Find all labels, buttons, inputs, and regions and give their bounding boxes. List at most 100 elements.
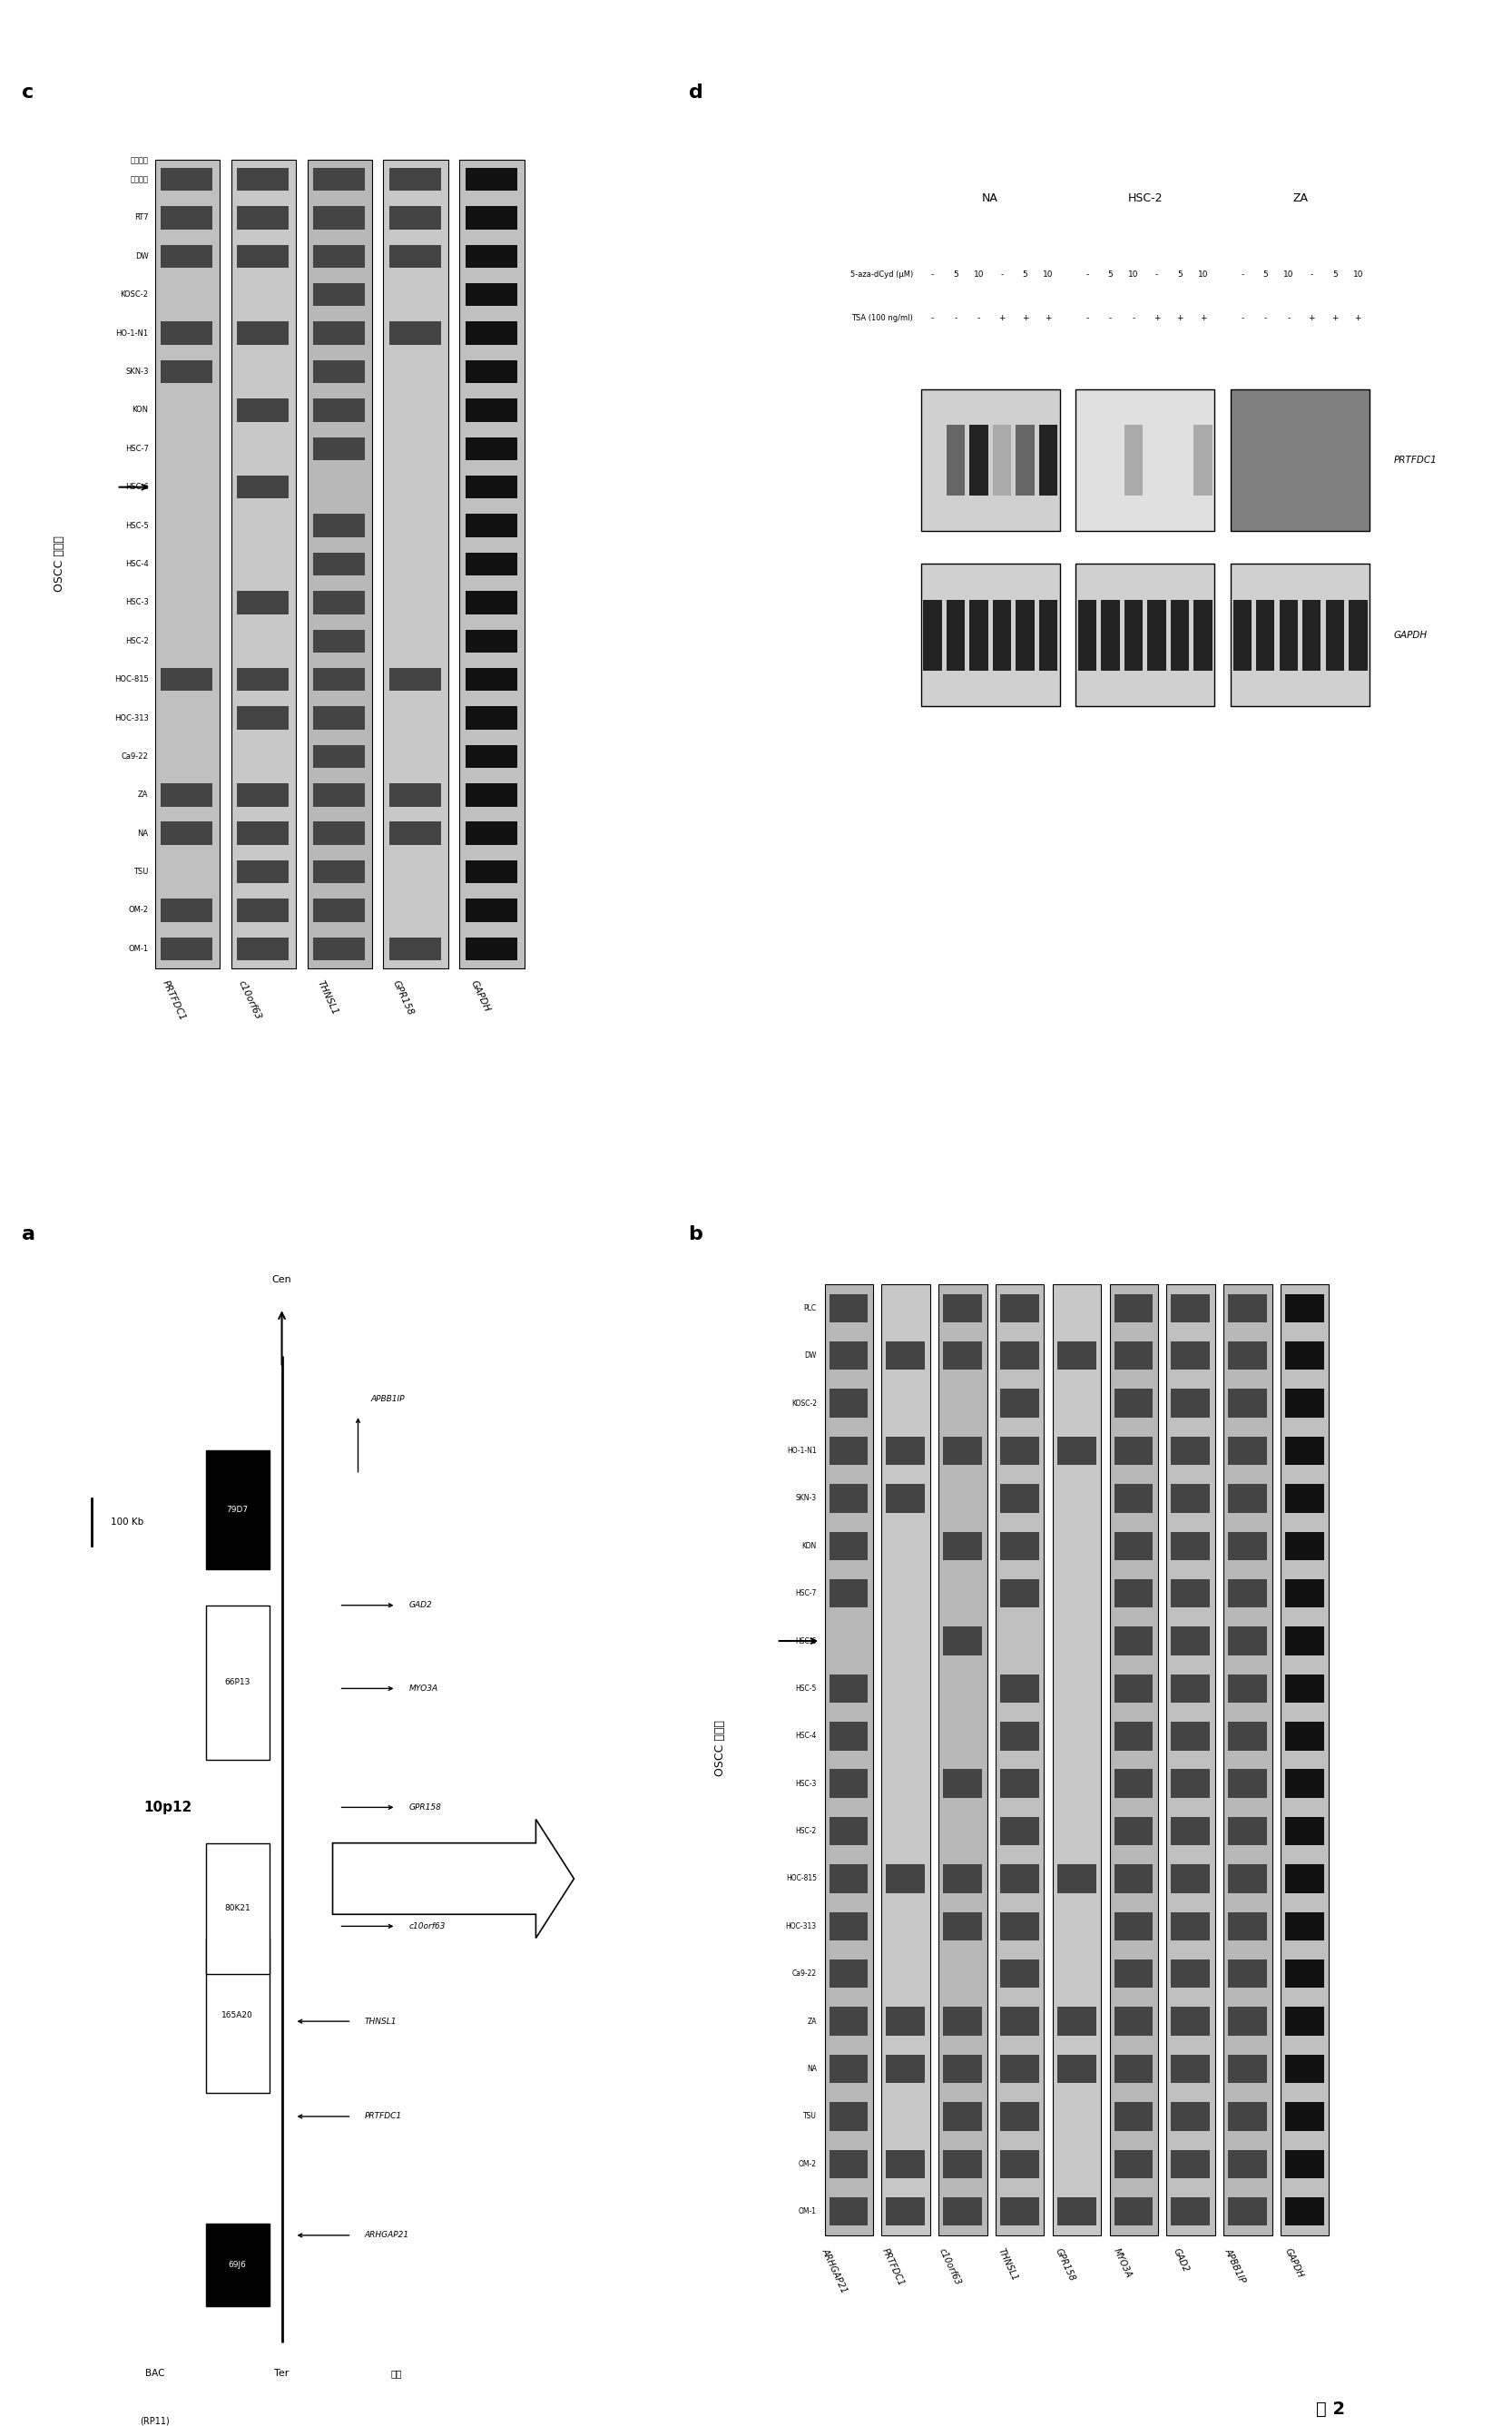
Bar [947, 425, 965, 495]
Bar [999, 1342, 1039, 1371]
Bar [466, 245, 517, 267]
Bar [999, 1722, 1039, 1749]
Bar [1228, 1866, 1267, 1892]
Text: HO-1-N1: HO-1-N1 [116, 330, 148, 337]
Bar [1039, 425, 1057, 495]
Text: GAPDH: GAPDH [1394, 631, 1427, 640]
Bar [969, 599, 987, 670]
Text: KOSC-2: KOSC-2 [791, 1400, 816, 1407]
Bar [886, 1342, 925, 1371]
Bar [1228, 1769, 1267, 1798]
Text: HSC-7: HSC-7 [795, 1589, 816, 1596]
Bar [1285, 1674, 1325, 1703]
Bar [206, 1606, 269, 1759]
Text: OSCC 细胞株: OSCC 细胞株 [715, 1720, 726, 1776]
Text: -: - [977, 315, 980, 323]
Text: +: + [1332, 315, 1338, 323]
Text: Ter: Ter [274, 2368, 289, 2377]
Text: 5: 5 [1108, 272, 1113, 279]
Bar [160, 822, 213, 844]
Text: PRTFDC1: PRTFDC1 [160, 978, 187, 1021]
Text: GAPDH: GAPDH [469, 978, 491, 1014]
Bar [1285, 2103, 1325, 2130]
Bar [1285, 1628, 1325, 1655]
Bar [466, 745, 517, 769]
Bar [943, 1436, 981, 1465]
Bar [886, 2149, 925, 2179]
Bar [466, 784, 517, 805]
Text: HSC-2: HSC-2 [1128, 192, 1163, 204]
Text: HSC-2: HSC-2 [795, 1827, 816, 1834]
Text: MYO3A: MYO3A [408, 1684, 438, 1693]
Bar [313, 592, 366, 614]
Bar [1285, 1390, 1325, 1417]
Text: OSCC 细胞株: OSCC 细胞株 [53, 536, 65, 592]
Bar [1172, 2149, 1210, 2179]
Text: a: a [21, 1225, 35, 1242]
Bar [1172, 1293, 1210, 1322]
Bar [466, 359, 517, 383]
Text: GAD2: GAD2 [408, 1601, 432, 1608]
Text: HOC-815: HOC-815 [115, 674, 148, 684]
Text: OM-1: OM-1 [129, 944, 148, 953]
Bar [829, 1722, 868, 1749]
Bar [1228, 1960, 1267, 1987]
Text: ARHGAP21: ARHGAP21 [364, 2232, 408, 2239]
Bar [466, 898, 517, 922]
Text: THNSL1: THNSL1 [364, 2018, 396, 2026]
Bar [999, 1769, 1039, 1798]
Bar [466, 475, 517, 500]
Bar [466, 514, 517, 536]
Text: -: - [1287, 315, 1290, 323]
Bar [1285, 1293, 1325, 1322]
Bar [313, 822, 366, 844]
Bar [886, 2006, 925, 2035]
Bar [1285, 2055, 1325, 2084]
Text: GPR158: GPR158 [408, 1803, 442, 1812]
Text: ZA: ZA [1293, 192, 1308, 204]
Bar [1228, 1342, 1267, 1371]
Bar [1172, 1579, 1210, 1608]
Bar [999, 1960, 1039, 1987]
Text: 10: 10 [1284, 272, 1294, 279]
Bar [1114, 1293, 1152, 1322]
Bar [160, 167, 213, 192]
Bar [1057, 1436, 1096, 1465]
Text: c10orf63: c10orf63 [237, 978, 263, 1021]
Text: OM-2: OM-2 [798, 2159, 816, 2169]
Bar [206, 1938, 269, 2094]
Text: HSC-6: HSC-6 [795, 1638, 816, 1645]
Bar [313, 628, 366, 653]
Text: OM-2: OM-2 [129, 907, 148, 915]
Text: GPR158: GPR158 [1054, 2246, 1077, 2283]
Text: RT7: RT7 [135, 213, 148, 221]
Text: HSC-4: HSC-4 [125, 560, 148, 568]
Bar [1114, 1674, 1152, 1703]
Text: c10orf63: c10orf63 [408, 1921, 446, 1931]
Bar [1228, 2198, 1267, 2225]
Bar [313, 861, 366, 883]
Bar [999, 1531, 1039, 1560]
Text: -: - [1155, 272, 1158, 279]
Bar [829, 2006, 868, 2035]
Bar [943, 1866, 981, 1892]
Bar [1114, 2149, 1152, 2179]
Bar [1114, 1628, 1152, 1655]
Bar [921, 565, 1060, 706]
Text: +: + [1022, 315, 1028, 323]
Bar [943, 1293, 981, 1322]
Text: 5: 5 [1263, 272, 1269, 279]
Bar [1228, 1912, 1267, 1941]
Text: +: + [1308, 315, 1315, 323]
Text: 80K21: 80K21 [224, 1904, 251, 1912]
Text: TSU: TSU [133, 869, 148, 876]
Bar [1172, 1485, 1210, 1511]
Bar [1114, 2006, 1152, 2035]
Bar [313, 514, 366, 536]
Bar [1172, 2006, 1210, 2035]
Bar [1172, 1866, 1210, 1892]
Bar [390, 784, 442, 805]
Text: -: - [931, 315, 934, 323]
Bar [999, 1674, 1039, 1703]
Text: 100 Kb: 100 Kb [110, 1519, 144, 1526]
